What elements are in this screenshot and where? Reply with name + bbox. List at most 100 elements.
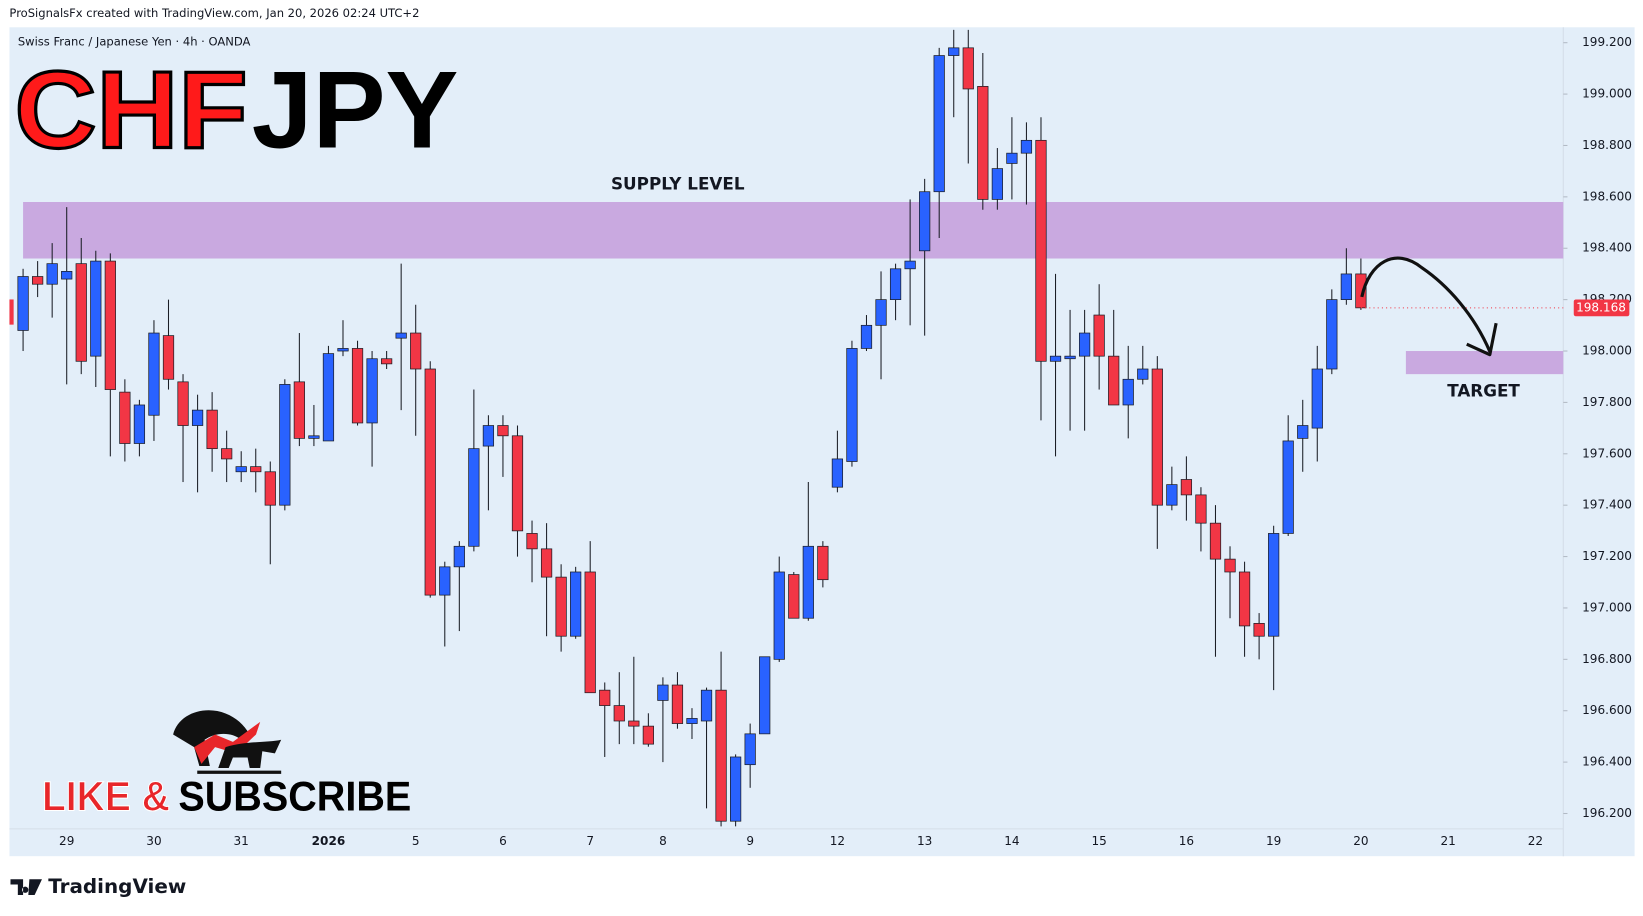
candle-body bbox=[293, 381, 305, 439]
x-tick-label: 9 bbox=[746, 834, 754, 848]
zone bbox=[1405, 351, 1564, 375]
candle-body bbox=[555, 576, 567, 637]
candle-body bbox=[453, 545, 465, 568]
x-tick-label: 5 bbox=[412, 834, 420, 848]
x-tick-label: 8 bbox=[659, 834, 667, 848]
candle-body bbox=[61, 270, 73, 280]
y-tick-label: 196.400 bbox=[1582, 755, 1632, 769]
candle-body bbox=[351, 348, 364, 424]
candle-body bbox=[570, 571, 582, 637]
candle-body bbox=[250, 466, 262, 473]
candle-body bbox=[904, 260, 916, 270]
title-quote: JPY bbox=[252, 49, 459, 171]
candle-body bbox=[235, 466, 247, 473]
candle-body bbox=[90, 260, 102, 357]
candle-body bbox=[439, 566, 451, 596]
candle-body bbox=[1297, 425, 1309, 439]
last-price-badge bbox=[1573, 299, 1630, 317]
x-tick-label: 31 bbox=[234, 834, 249, 848]
left-price-tab bbox=[9, 299, 14, 325]
candle-body bbox=[919, 191, 931, 252]
candle-body bbox=[191, 409, 204, 426]
y-tick-label: 197.200 bbox=[1582, 549, 1632, 563]
x-tick-label: 15 bbox=[1091, 834, 1106, 848]
x-tick-label: 19 bbox=[1266, 834, 1281, 848]
bear-shape bbox=[173, 710, 250, 766]
candle-body bbox=[1093, 314, 1105, 357]
projection-arrow bbox=[1360, 256, 1492, 353]
candle-body bbox=[584, 571, 596, 694]
candle-body bbox=[410, 332, 422, 370]
candle-body bbox=[817, 545, 829, 581]
x-tick-label: 22 bbox=[1528, 834, 1543, 848]
candle-body bbox=[1209, 522, 1222, 560]
candle-body bbox=[1326, 299, 1338, 370]
candle-body bbox=[831, 458, 844, 488]
candle-body bbox=[221, 448, 233, 460]
candle-body bbox=[686, 718, 698, 724]
candle-body bbox=[642, 725, 654, 745]
candle-body bbox=[32, 276, 44, 285]
candle-body bbox=[1340, 273, 1352, 300]
candle-body bbox=[1238, 571, 1251, 627]
last-price-label: 198.168 bbox=[1576, 300, 1626, 314]
candle-body bbox=[599, 689, 611, 706]
bull-bear-logo bbox=[173, 710, 282, 774]
candle-body bbox=[1195, 494, 1207, 524]
candle-body bbox=[206, 409, 218, 450]
candle-body bbox=[1137, 368, 1149, 380]
x-tick-label: 30 bbox=[146, 834, 161, 848]
candle-body bbox=[526, 533, 538, 550]
y-tick-label: 197.800 bbox=[1582, 395, 1632, 409]
candle-body bbox=[46, 263, 58, 285]
candle-body bbox=[17, 276, 29, 331]
candle-body bbox=[875, 299, 887, 326]
candle-body bbox=[1151, 368, 1163, 506]
y-tick-label: 199.000 bbox=[1582, 87, 1632, 101]
candle-body bbox=[657, 684, 669, 701]
candle-body bbox=[279, 384, 291, 506]
candle-body bbox=[1064, 355, 1076, 360]
candle-body bbox=[744, 733, 756, 766]
candle-body bbox=[162, 335, 175, 380]
plot: SUPPLY LEVEL TARGET 196.200 196.400 196.600 1… bbox=[9, 29, 1632, 848]
candle-body bbox=[1282, 440, 1294, 534]
candle-body bbox=[1108, 355, 1120, 406]
candle-body bbox=[730, 756, 742, 822]
footer-brand: TradingView bbox=[48, 875, 186, 898]
zone-label: SUPPLY LEVEL bbox=[611, 174, 745, 194]
candle-body bbox=[1253, 622, 1265, 637]
candle-body bbox=[482, 425, 495, 447]
candle-body bbox=[104, 260, 116, 390]
candle-body bbox=[366, 358, 378, 424]
candle-body bbox=[264, 471, 276, 506]
candle-body bbox=[308, 435, 320, 439]
candle-body bbox=[177, 381, 189, 426]
candle-body bbox=[715, 689, 727, 822]
candle-body bbox=[468, 448, 480, 547]
x-tick-label: 20 bbox=[1353, 834, 1368, 848]
candle-body bbox=[671, 684, 684, 724]
y-tick-label: 198.000 bbox=[1582, 344, 1632, 358]
candle-body bbox=[1180, 479, 1193, 496]
x-tick-label: 14 bbox=[1004, 834, 1019, 848]
candle-body bbox=[773, 571, 785, 660]
candle-body bbox=[1224, 558, 1236, 573]
y-tick-label: 196.200 bbox=[1582, 806, 1632, 820]
zone bbox=[23, 201, 1564, 259]
candle-body bbox=[933, 55, 945, 193]
bull-shape bbox=[194, 721, 261, 764]
y-tick-label: 198.800 bbox=[1582, 138, 1632, 152]
x-tick-label: 21 bbox=[1440, 834, 1455, 848]
candle-body bbox=[802, 545, 814, 619]
candle-body bbox=[322, 353, 335, 442]
candle-body bbox=[788, 574, 800, 619]
x-tick-label: 16 bbox=[1179, 834, 1194, 848]
tradingview-mark bbox=[10, 879, 42, 896]
y-tick-label: 196.800 bbox=[1582, 652, 1632, 666]
header: ProSignalsFx created with TradingView.co… bbox=[9, 6, 419, 20]
candle-body bbox=[1122, 378, 1134, 406]
x-tick-label: 2026 bbox=[312, 834, 346, 848]
